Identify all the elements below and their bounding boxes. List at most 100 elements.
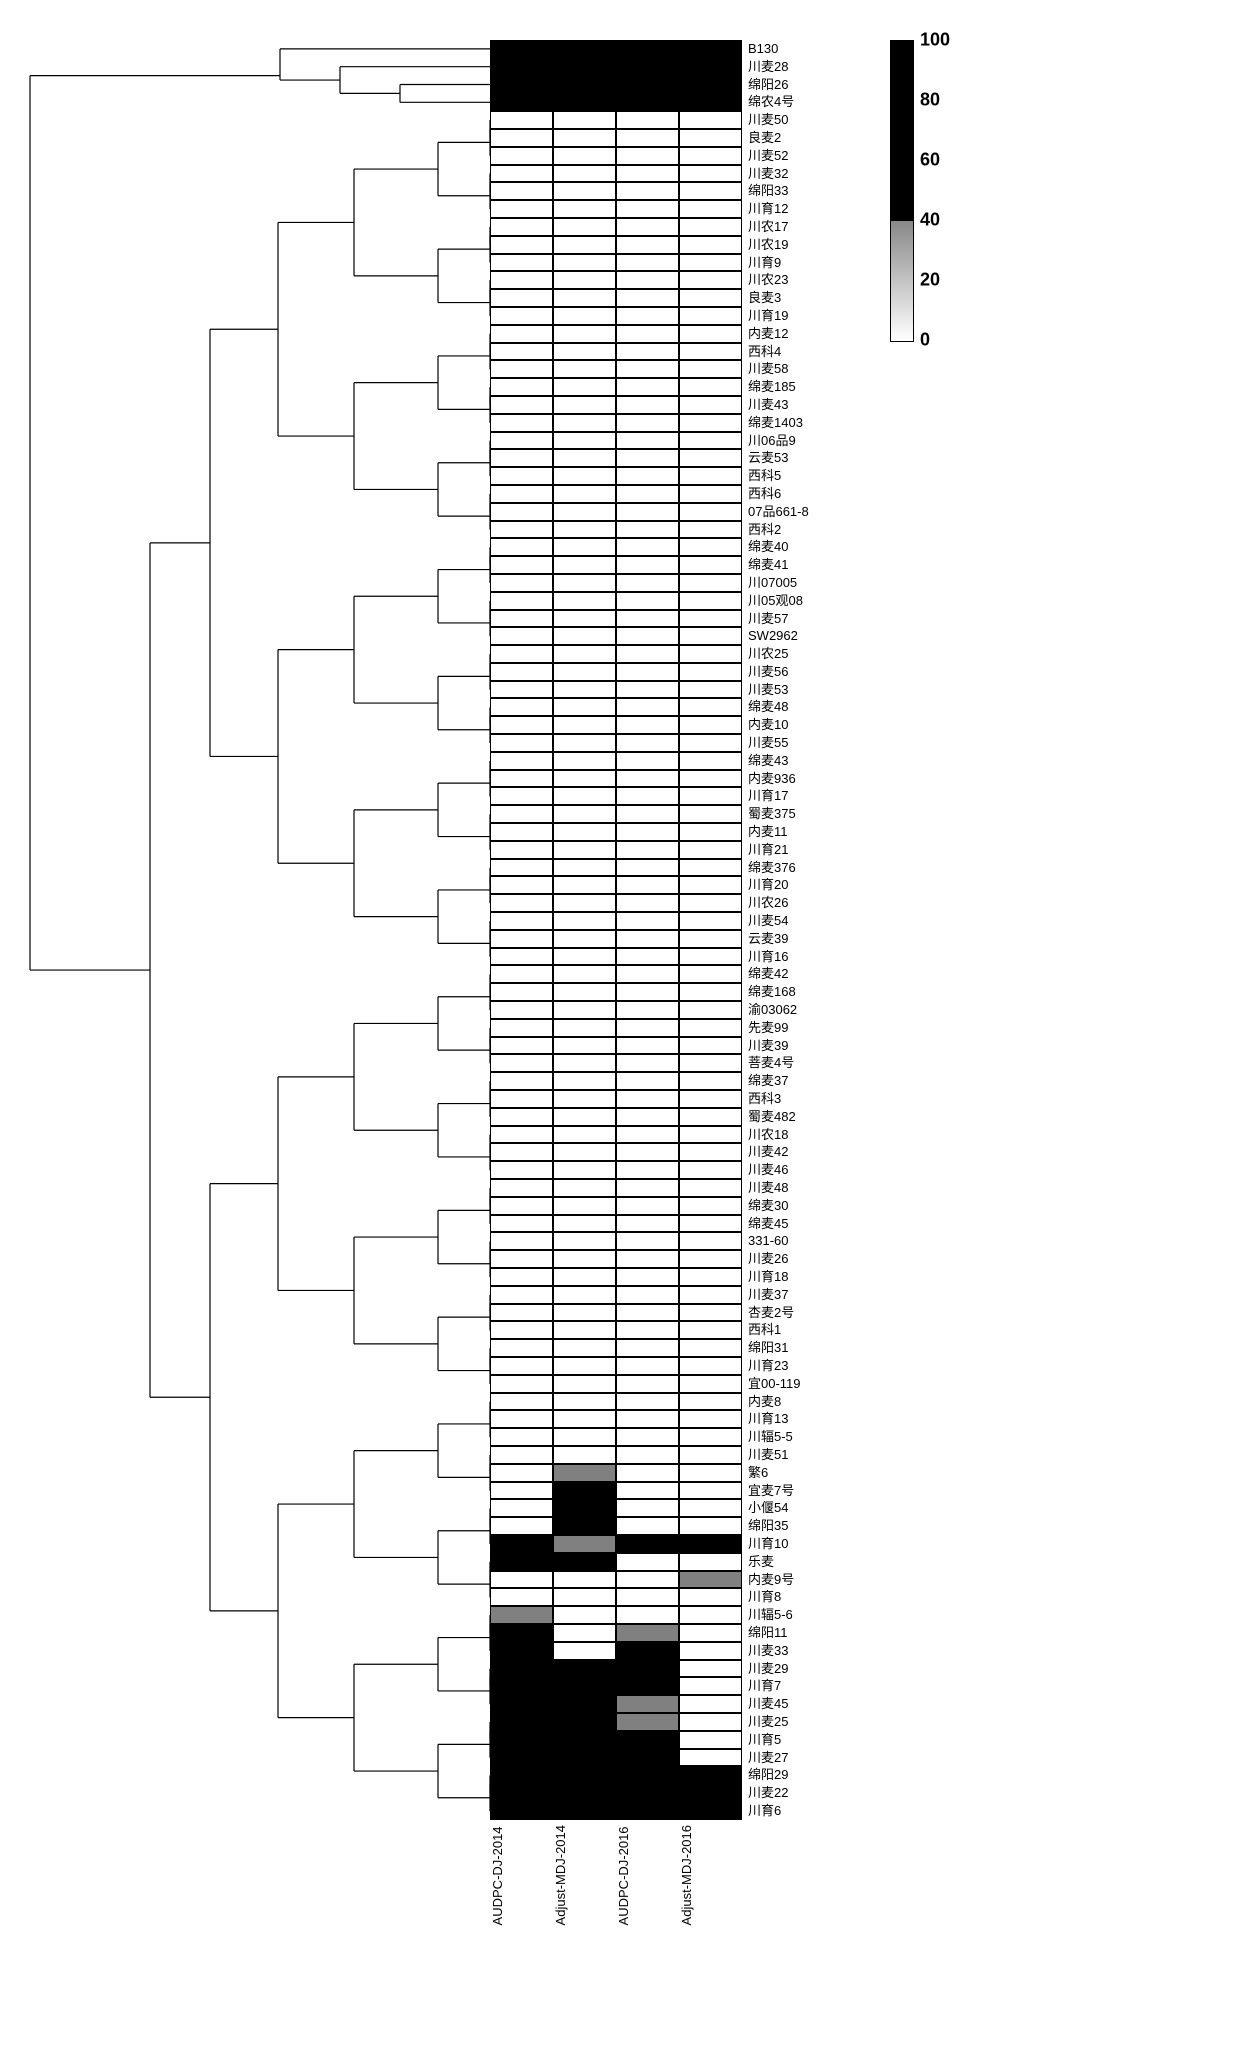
heatmap-row: 绵麦45 bbox=[490, 1215, 809, 1233]
column-label: Adjust-MDJ-2016 bbox=[679, 1825, 742, 1929]
heatmap-cell bbox=[490, 1624, 553, 1642]
heatmap-cell bbox=[616, 1126, 679, 1144]
heatmap-cell bbox=[490, 574, 553, 592]
heatmap-cell bbox=[616, 574, 679, 592]
row-label: 宜00-119 bbox=[742, 1375, 801, 1393]
heatmap-cell bbox=[616, 787, 679, 805]
heatmap-cell bbox=[679, 1090, 742, 1108]
heatmap-cell bbox=[679, 1286, 742, 1304]
heatmap-cell bbox=[679, 1375, 742, 1393]
heatmap-cell bbox=[490, 983, 553, 1001]
row-label: 川麦43 bbox=[742, 396, 788, 414]
heatmap-cell bbox=[490, 1357, 553, 1375]
heatmap-cell bbox=[490, 1695, 553, 1713]
row-label: 内麦12 bbox=[742, 325, 788, 343]
row-label: 川麦55 bbox=[742, 734, 788, 752]
row-label: 西科6 bbox=[742, 485, 781, 503]
heatmap-cell bbox=[553, 1268, 616, 1286]
heatmap-cell bbox=[679, 1054, 742, 1072]
row-label: 川麦57 bbox=[742, 610, 788, 628]
heatmap-cell bbox=[679, 396, 742, 414]
heatmap-row: 川育17 bbox=[490, 787, 809, 805]
heatmap-cell bbox=[490, 467, 553, 485]
heatmap-cell bbox=[679, 787, 742, 805]
heatmap-cell bbox=[679, 432, 742, 450]
row-label: 蜀麦375 bbox=[742, 805, 796, 823]
heatmap-cell bbox=[553, 681, 616, 699]
heatmap-row: 绵阳31 bbox=[490, 1339, 809, 1357]
heatmap-cell bbox=[679, 1660, 742, 1678]
heatmap-row: 川07005 bbox=[490, 574, 809, 592]
heatmap-cell bbox=[679, 360, 742, 378]
heatmap-cell bbox=[490, 432, 553, 450]
row-label: 07品661-8 bbox=[742, 503, 809, 521]
heatmap-cell bbox=[616, 1197, 679, 1215]
heatmap-cell bbox=[490, 1019, 553, 1037]
row-label: 川辐5-6 bbox=[742, 1606, 793, 1624]
heatmap-row: 川育16 bbox=[490, 948, 809, 966]
heatmap-row: 川麦37 bbox=[490, 1286, 809, 1304]
heatmap-row: 川麦52 bbox=[490, 147, 809, 165]
heatmap-cell bbox=[616, 378, 679, 396]
heatmap-cell bbox=[616, 948, 679, 966]
dendrogram bbox=[20, 40, 490, 1820]
heatmap-row: 绵麦41 bbox=[490, 556, 809, 574]
heatmap-cell bbox=[490, 1428, 553, 1446]
heatmap-cell bbox=[490, 965, 553, 983]
heatmap-cell bbox=[679, 1713, 742, 1731]
heatmap-row: 西科1 bbox=[490, 1321, 809, 1339]
heatmap-cell bbox=[616, 1019, 679, 1037]
row-label: 良麦2 bbox=[742, 129, 781, 147]
heatmap-row: 绵麦185 bbox=[490, 378, 809, 396]
heatmap-cell bbox=[490, 1660, 553, 1678]
heatmap-cell bbox=[553, 948, 616, 966]
heatmap-cell bbox=[616, 93, 679, 111]
row-label: 云麦39 bbox=[742, 930, 788, 948]
heatmap-cell bbox=[553, 1784, 616, 1802]
heatmap-cell bbox=[553, 1072, 616, 1090]
row-label: 绵麦40 bbox=[742, 538, 788, 556]
heatmap-cell bbox=[553, 325, 616, 343]
heatmap-cell bbox=[490, 681, 553, 699]
heatmap-cell bbox=[490, 645, 553, 663]
heatmap-cell bbox=[679, 1482, 742, 1500]
heatmap-cell bbox=[490, 218, 553, 236]
heatmap-cell bbox=[616, 503, 679, 521]
heatmap-cell bbox=[679, 1624, 742, 1642]
heatmap-cell bbox=[679, 1304, 742, 1322]
heatmap-row: 川辐5-5 bbox=[490, 1428, 809, 1446]
heatmap-cell bbox=[679, 663, 742, 681]
heatmap-row: 川育5 bbox=[490, 1731, 809, 1749]
heatmap-cell bbox=[490, 1126, 553, 1144]
heatmap-cell bbox=[679, 218, 742, 236]
heatmap-cell bbox=[490, 147, 553, 165]
heatmap-cell bbox=[616, 698, 679, 716]
heatmap-cell bbox=[616, 1161, 679, 1179]
heatmap-cell bbox=[553, 1250, 616, 1268]
heatmap-row: 绵麦30 bbox=[490, 1197, 809, 1215]
heatmap-cell bbox=[679, 1019, 742, 1037]
heatmap-cell bbox=[616, 556, 679, 574]
heatmap-cell bbox=[490, 1766, 553, 1784]
heatmap-cell bbox=[616, 1571, 679, 1589]
row-label: 川育18 bbox=[742, 1268, 788, 1286]
heatmap-cell bbox=[490, 841, 553, 859]
heatmap-row: 川育20 bbox=[490, 876, 809, 894]
heatmap-row: 07品661-8 bbox=[490, 503, 809, 521]
heatmap-cell bbox=[553, 1517, 616, 1535]
heatmap-cell bbox=[679, 1393, 742, 1411]
heatmap-cell bbox=[679, 1197, 742, 1215]
heatmap-row: 绵麦40 bbox=[490, 538, 809, 556]
heatmap-cell bbox=[553, 343, 616, 361]
heatmap-cell bbox=[490, 485, 553, 503]
heatmap-row: 川麦58 bbox=[490, 360, 809, 378]
heatmap-row: 小偃54 bbox=[490, 1499, 809, 1517]
heatmap-row: 川麦53 bbox=[490, 681, 809, 699]
heatmap-cell bbox=[616, 538, 679, 556]
heatmap-cell bbox=[490, 716, 553, 734]
heatmap-cell bbox=[679, 610, 742, 628]
heatmap-cell bbox=[553, 1731, 616, 1749]
heatmap-cell bbox=[679, 716, 742, 734]
heatmap-cell bbox=[616, 1410, 679, 1428]
heatmap-cell bbox=[490, 592, 553, 610]
